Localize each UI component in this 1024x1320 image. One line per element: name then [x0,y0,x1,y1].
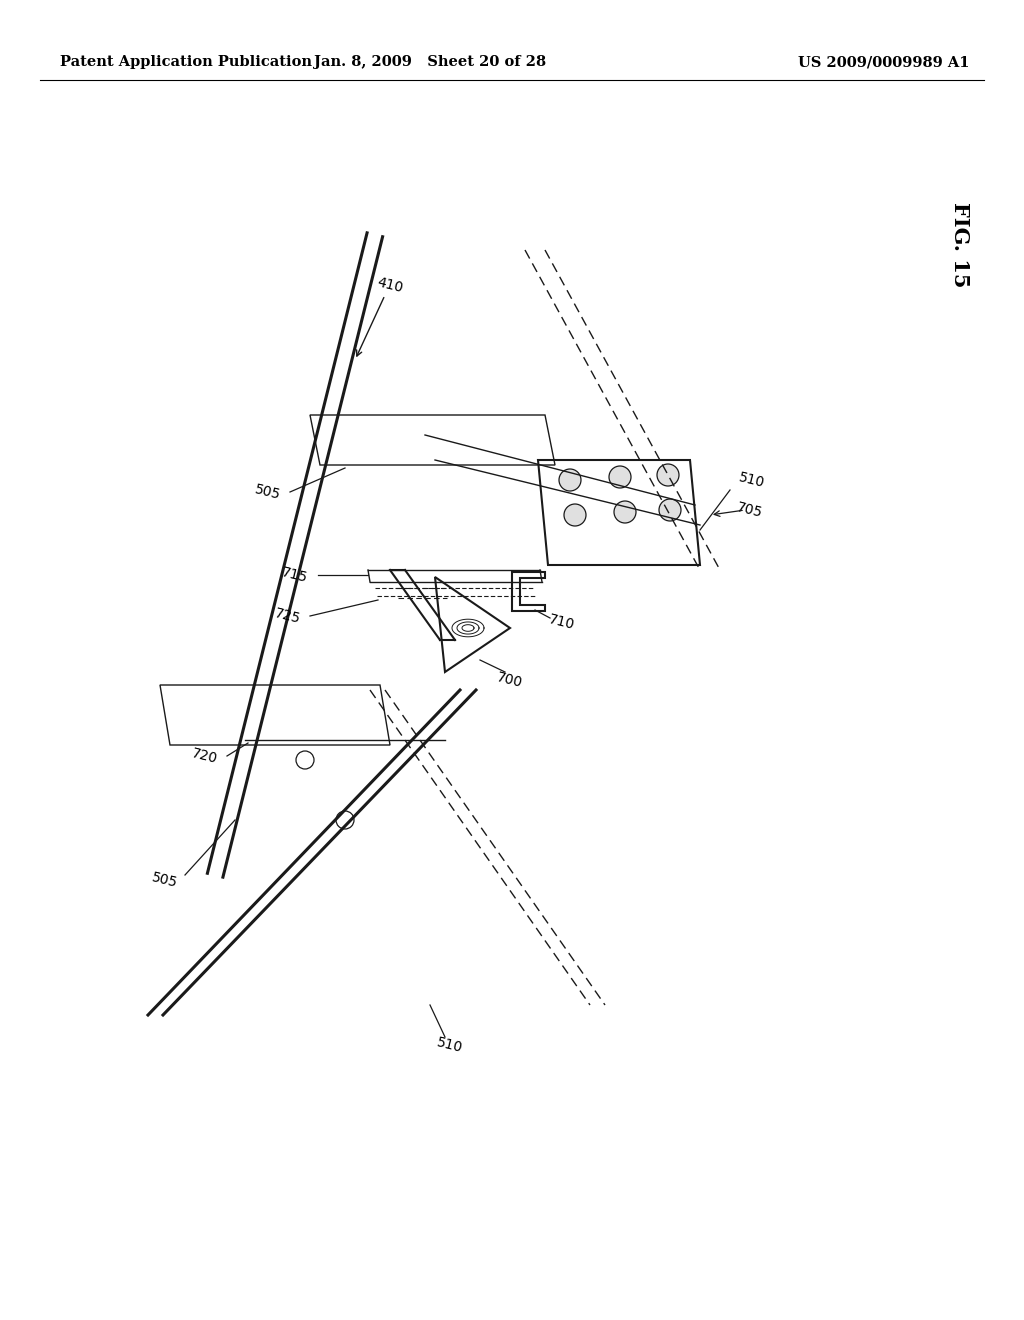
Text: Jan. 8, 2009   Sheet 20 of 28: Jan. 8, 2009 Sheet 20 of 28 [314,55,546,69]
Text: 410: 410 [376,275,404,294]
Text: 710: 710 [548,612,577,632]
Text: 505: 505 [254,482,283,502]
Text: US 2009/0009989 A1: US 2009/0009989 A1 [799,55,970,69]
Text: 510: 510 [435,1035,465,1055]
Text: 510: 510 [737,470,767,490]
Circle shape [559,469,581,491]
Circle shape [657,465,679,486]
Text: 715: 715 [281,565,309,585]
Circle shape [564,504,586,525]
Circle shape [609,466,631,488]
Text: FIG. 15: FIG. 15 [950,202,970,288]
Text: 705: 705 [735,500,765,520]
Text: 505: 505 [151,870,179,890]
Text: 700: 700 [496,671,524,690]
Text: Patent Application Publication: Patent Application Publication [60,55,312,69]
Text: 720: 720 [190,746,219,766]
Circle shape [614,502,636,523]
Text: 725: 725 [273,606,302,626]
Circle shape [659,499,681,521]
